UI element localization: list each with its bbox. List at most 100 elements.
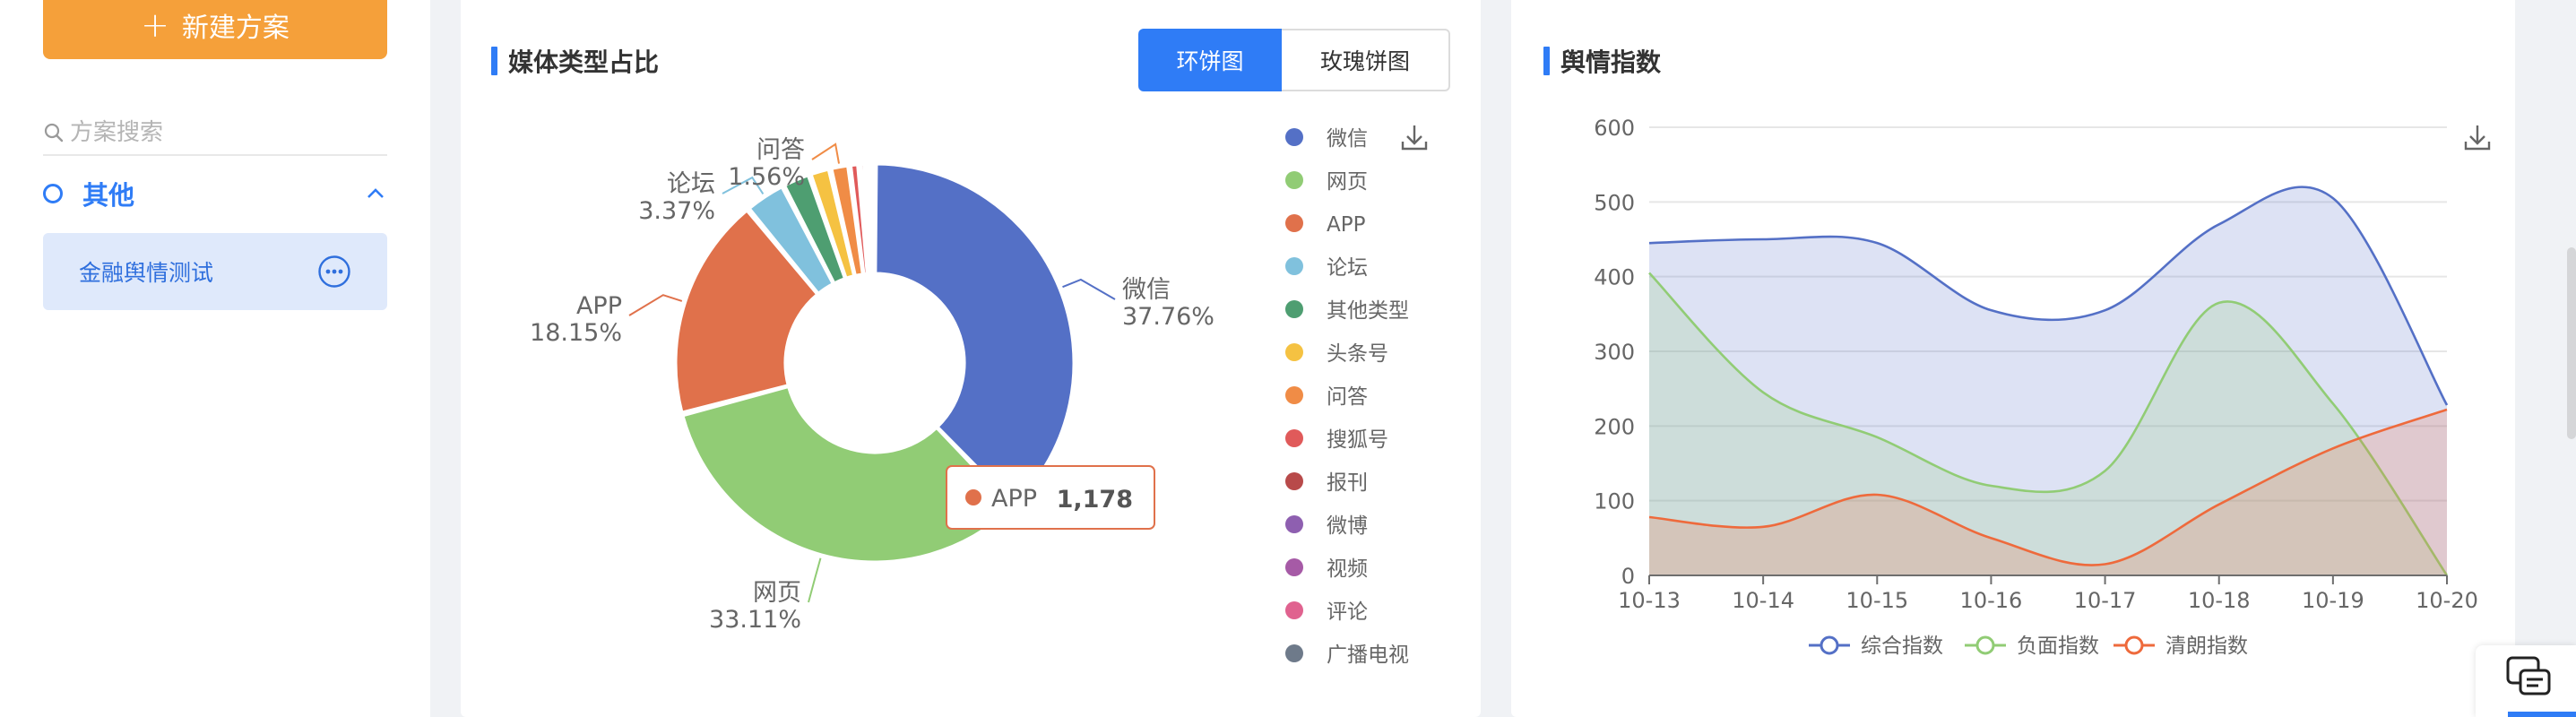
download-icon[interactable] bbox=[1401, 125, 1428, 151]
tooltip-label: APP bbox=[991, 485, 1037, 513]
legend-label-10[interactable]: 视频 bbox=[1327, 557, 1368, 581]
legend-marker-0[interactable] bbox=[1820, 635, 1839, 655]
group-circle-icon bbox=[43, 184, 63, 203]
donut-label-name-1: 网页 bbox=[753, 579, 801, 607]
legend-label-5[interactable]: 头条号 bbox=[1327, 342, 1388, 366]
search-icon bbox=[44, 123, 64, 143]
media-type-title: 媒体类型占比 bbox=[491, 43, 659, 79]
legend-marker-12[interactable] bbox=[1285, 644, 1303, 662]
legend-marker-6[interactable] bbox=[1285, 386, 1303, 404]
donut-slice-4[interactable] bbox=[783, 174, 846, 285]
donut-label-line-0 bbox=[1062, 278, 1116, 300]
plan-item-label: 金融舆情测试 bbox=[79, 260, 214, 286]
donut-label-percent-6: 1.56% bbox=[728, 163, 805, 191]
download-icon[interactable] bbox=[2464, 125, 2491, 151]
legend-label-0[interactable]: 综合指数 bbox=[1861, 635, 1943, 658]
plan-search-input[interactable] bbox=[70, 119, 375, 146]
legend-marker-0[interactable] bbox=[1285, 128, 1303, 146]
legend-marker-2[interactable] bbox=[1285, 214, 1303, 232]
legend-marker-1[interactable] bbox=[1285, 171, 1303, 189]
x-tick-label-1: 10-14 bbox=[1732, 588, 1794, 613]
legend-label-2[interactable]: APP bbox=[1327, 213, 1366, 237]
donut-slice-6[interactable] bbox=[830, 164, 864, 277]
legend-marker-3[interactable] bbox=[1285, 257, 1303, 275]
series-line-0[interactable] bbox=[1648, 186, 2449, 406]
title-accent-bar bbox=[491, 47, 497, 75]
y-tick-label-1: 100 bbox=[1594, 489, 1635, 514]
legend-label-2[interactable]: 清朗指数 bbox=[2165, 635, 2248, 658]
donut-slice-3[interactable] bbox=[748, 186, 834, 295]
legend-marker-9[interactable] bbox=[1285, 515, 1303, 533]
legend-label-0[interactable]: 微信 bbox=[1327, 127, 1368, 151]
legend-marker-10[interactable] bbox=[1285, 558, 1303, 576]
media-type-title-text: 媒体类型占比 bbox=[508, 48, 660, 77]
legend-marker-4[interactable] bbox=[1285, 300, 1303, 318]
donut-slice-1[interactable] bbox=[681, 385, 1014, 564]
legend-marker-7[interactable] bbox=[1285, 429, 1303, 447]
donut-label-line-3 bbox=[722, 176, 765, 195]
tooltip-value: 1,178 bbox=[1057, 486, 1133, 514]
y-tick-label-4: 400 bbox=[1594, 265, 1635, 290]
sentiment-index-chart: 0 100 200 300 400 500 600 10-13 10-14 10-15 10-16 1… bbox=[1594, 116, 2491, 658]
area-fill-2 bbox=[1649, 410, 2447, 575]
legend-label-7[interactable]: 搜狐号 bbox=[1327, 428, 1388, 452]
series-line-2[interactable] bbox=[1648, 408, 2448, 566]
legend-label-11[interactable]: 评论 bbox=[1327, 600, 1368, 624]
y-tick-label-6: 600 bbox=[1594, 116, 1635, 141]
chart-type-toggle: 环饼图 玫瑰饼图 bbox=[1138, 29, 1450, 91]
donut-label-line-1 bbox=[808, 557, 822, 603]
new-plan-button[interactable]: + 新建方案 bbox=[43, 0, 387, 59]
donut-slice-2[interactable] bbox=[674, 209, 819, 414]
donut-label-name-6: 问答 bbox=[756, 136, 805, 164]
legend-label-3[interactable]: 论坛 bbox=[1327, 256, 1368, 280]
rose-chart-tab[interactable]: 玫瑰饼图 bbox=[1282, 29, 1450, 91]
legend-label-1[interactable]: 网页 bbox=[1327, 170, 1368, 194]
sentiment-index-card bbox=[1511, 0, 2515, 717]
x-tick-label-6: 10-19 bbox=[2302, 588, 2364, 613]
legend-marker-2[interactable] bbox=[2124, 635, 2144, 655]
legend-label-8[interactable]: 报刊 bbox=[1327, 471, 1368, 495]
chat-icon bbox=[2506, 656, 2551, 695]
donut-slice-7[interactable] bbox=[849, 163, 869, 276]
donut-chart-tab[interactable]: 环饼图 bbox=[1138, 29, 1282, 91]
x-tick-label-5: 10-18 bbox=[2188, 588, 2251, 613]
x-tick-label-4: 10-17 bbox=[2074, 588, 2137, 613]
title-accent-bar bbox=[1543, 47, 1550, 75]
plan-search bbox=[43, 111, 387, 156]
donut-label-line-6 bbox=[811, 143, 841, 164]
plan-item-finance[interactable]: 金融舆情测试 bbox=[43, 233, 387, 310]
group-header-other[interactable]: 其他 bbox=[43, 172, 387, 215]
donut-label-name-3: 论坛 bbox=[667, 170, 715, 198]
sidebar: + 新建方案 其他 金融舆情测试 bbox=[0, 0, 430, 717]
legend-label-1[interactable]: 负面指数 bbox=[2017, 635, 2099, 658]
chevron-up-icon[interactable] bbox=[366, 187, 385, 200]
legend-label-9[interactable]: 微博 bbox=[1327, 514, 1368, 538]
page-scrollbar[interactable] bbox=[2567, 247, 2576, 439]
x-tick-label-7: 10-20 bbox=[2416, 588, 2478, 613]
series-line-1[interactable] bbox=[1648, 272, 2449, 576]
legend-marker-8[interactable] bbox=[1285, 472, 1303, 490]
y-tick-label-0: 0 bbox=[1621, 564, 1635, 589]
donut-label-name-2: APP bbox=[576, 292, 622, 320]
legend-marker-11[interactable] bbox=[1285, 601, 1303, 619]
x-tick-label-2: 10-15 bbox=[1846, 588, 1908, 613]
x-tick-label-0: 10-13 bbox=[1618, 588, 1681, 613]
sentiment-title-text: 舆情指数 bbox=[1560, 48, 1662, 77]
area-fill-1 bbox=[1649, 272, 2447, 575]
legend-label-12[interactable]: 广播电视 bbox=[1327, 644, 1409, 667]
y-tick-label-3: 300 bbox=[1594, 340, 1635, 365]
legend-marker-1[interactable] bbox=[1975, 635, 1995, 655]
legend-label-6[interactable]: 问答 bbox=[1327, 385, 1368, 409]
legend-marker-5[interactable] bbox=[1285, 343, 1303, 361]
more-options-icon[interactable] bbox=[317, 255, 351, 289]
legend-label-4[interactable]: 其他类型 bbox=[1327, 299, 1409, 323]
media-type-donut-chart: 微信37.76%网页33.11%APP18.15%论坛3.37%问答1.56% … bbox=[530, 125, 1428, 667]
donut-slice-12[interactable] bbox=[871, 162, 877, 275]
group-title: 其他 bbox=[82, 180, 135, 211]
donut-slice-5[interactable] bbox=[809, 168, 856, 280]
sentiment-title: 舆情指数 bbox=[1543, 43, 1661, 79]
plus-icon: + bbox=[141, 5, 169, 45]
chat-button[interactable] bbox=[2476, 645, 2576, 717]
donut-slice-0[interactable] bbox=[874, 162, 1076, 506]
donut-label-name-0: 微信 bbox=[1122, 276, 1171, 304]
